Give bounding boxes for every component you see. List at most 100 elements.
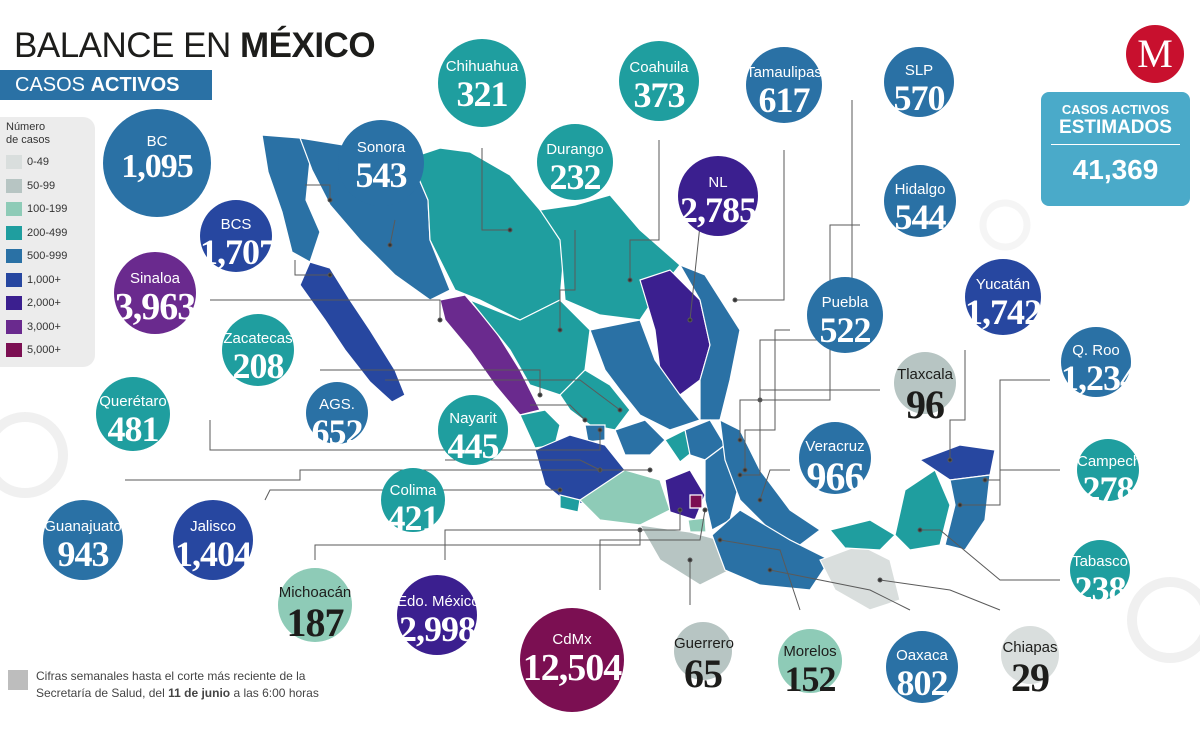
legend-swatch xyxy=(6,178,22,193)
state-bubble: Guanajuato 943 xyxy=(43,500,123,580)
footnote-square xyxy=(8,670,28,690)
leader-dot xyxy=(947,457,953,463)
state-name: BC xyxy=(146,132,168,150)
state-value: 208 xyxy=(232,345,285,386)
leader-line xyxy=(985,379,1050,481)
leader-line xyxy=(389,219,396,246)
page-title: BALANCE EN MÉXICO xyxy=(14,26,376,65)
leader-line xyxy=(759,469,790,501)
state-bubble: Sonora 543 xyxy=(338,120,424,206)
subtitle-banner: CASOS ACTIVOS xyxy=(0,70,212,100)
state-value: 2,998 xyxy=(399,608,476,649)
region-slp xyxy=(589,319,702,431)
leader-dot xyxy=(507,227,513,233)
virus-decoration xyxy=(0,199,1200,663)
leader-line xyxy=(320,369,541,395)
state-value: 1,234 xyxy=(1061,358,1138,399)
state-name: Nayarit xyxy=(449,410,497,428)
state-value: 1,095 xyxy=(121,147,194,185)
state-bubble: Q. Roo 1,234 xyxy=(1061,327,1138,399)
legend-swatch xyxy=(6,319,22,334)
state-name: Guerrero xyxy=(674,634,735,652)
leader-line xyxy=(125,469,650,481)
leader-line xyxy=(210,299,441,320)
leader-line xyxy=(949,350,966,460)
divider xyxy=(1051,144,1180,145)
leader-dot xyxy=(687,317,693,323)
region-tabasco xyxy=(828,519,896,551)
region-nayarit xyxy=(519,409,561,449)
state-bubble: SLP 570 xyxy=(884,47,954,118)
state-value: 966 xyxy=(806,453,865,499)
leader-line xyxy=(879,579,1001,611)
state-name: SLP xyxy=(904,62,934,80)
leader-dot xyxy=(327,272,333,278)
leader-dot xyxy=(537,392,543,398)
state-name: Coahuila xyxy=(629,58,689,76)
state-bubble: Colima 421 xyxy=(381,468,445,538)
state-value: 421 xyxy=(387,498,440,539)
leader-line xyxy=(719,539,801,611)
state-bubble: Chiapas 29 xyxy=(1001,626,1059,700)
leader-dot xyxy=(717,537,723,543)
leader-line xyxy=(744,329,790,470)
milenio-logo: M xyxy=(1126,25,1184,83)
state-name: Veracruz xyxy=(805,437,865,455)
state-bubble: Campeche 278 xyxy=(1077,439,1150,509)
state-bubble: Querétaro 481 xyxy=(96,377,170,451)
region-oaxaca xyxy=(711,509,831,591)
region-baja-california-sur xyxy=(299,261,406,403)
leader-line xyxy=(769,569,911,611)
leader-line xyxy=(314,530,641,560)
region-chiapas xyxy=(819,544,901,611)
state-name: Colima xyxy=(389,482,437,500)
state-name: Zacatecas xyxy=(223,329,293,347)
leader-line xyxy=(294,260,330,276)
legend-swatch xyxy=(6,225,22,240)
state-bubble: Puebla 522 xyxy=(807,277,883,353)
leader-dot xyxy=(557,327,563,333)
leader-dot xyxy=(757,497,763,503)
leader-dot xyxy=(387,242,393,248)
total-estimated-card: CASOS ACTIVOS ESTIMADOS 41,369 xyxy=(1041,92,1190,206)
state-value: 1,707 xyxy=(200,231,277,272)
leader-dot xyxy=(647,467,653,473)
leader-dot xyxy=(437,317,443,323)
leader-dot xyxy=(327,197,333,203)
state-name: Querétaro xyxy=(99,393,167,411)
state-value: 187 xyxy=(286,600,345,646)
state-name: Edo. México xyxy=(397,592,480,610)
leader-dot xyxy=(917,527,923,533)
state-name: Michoacán xyxy=(278,584,352,602)
leader-line xyxy=(739,224,860,440)
state-value: 544 xyxy=(894,196,947,237)
state-bubble: BCS 1,707 xyxy=(200,200,277,272)
state-name: NL xyxy=(708,173,728,191)
leader-dot xyxy=(597,427,603,433)
state-value: 12,504 xyxy=(522,646,623,689)
state-name: Chiapas xyxy=(1002,638,1058,656)
state-value: 522 xyxy=(819,309,872,350)
state-name: Sinaloa xyxy=(129,270,181,288)
state-name: AGS. xyxy=(319,395,355,413)
state-value: 2,785 xyxy=(680,189,757,230)
leader-line xyxy=(599,509,706,590)
leader-dot xyxy=(702,507,708,513)
legend-swatch xyxy=(6,249,22,263)
leader-line xyxy=(385,379,621,411)
state-value: 29 xyxy=(1011,654,1050,700)
state-value: 278 xyxy=(1082,468,1135,509)
state-name: Tamaulipas xyxy=(746,63,822,81)
state-bubble: Edo. México 2,998 xyxy=(397,575,480,655)
state-name: Hidalgo xyxy=(894,180,946,198)
state-name: Puebla xyxy=(821,293,869,311)
state-value: 543 xyxy=(355,154,408,195)
state-value: 652 xyxy=(311,411,364,452)
legend-label: 1,000+ xyxy=(27,273,61,286)
state-bubble: Chihuahua 321 xyxy=(438,39,526,127)
legend-label: 500-999 xyxy=(27,250,68,262)
state-bubble: Michoacán 187 xyxy=(278,568,352,645)
leader-dot xyxy=(732,297,738,303)
